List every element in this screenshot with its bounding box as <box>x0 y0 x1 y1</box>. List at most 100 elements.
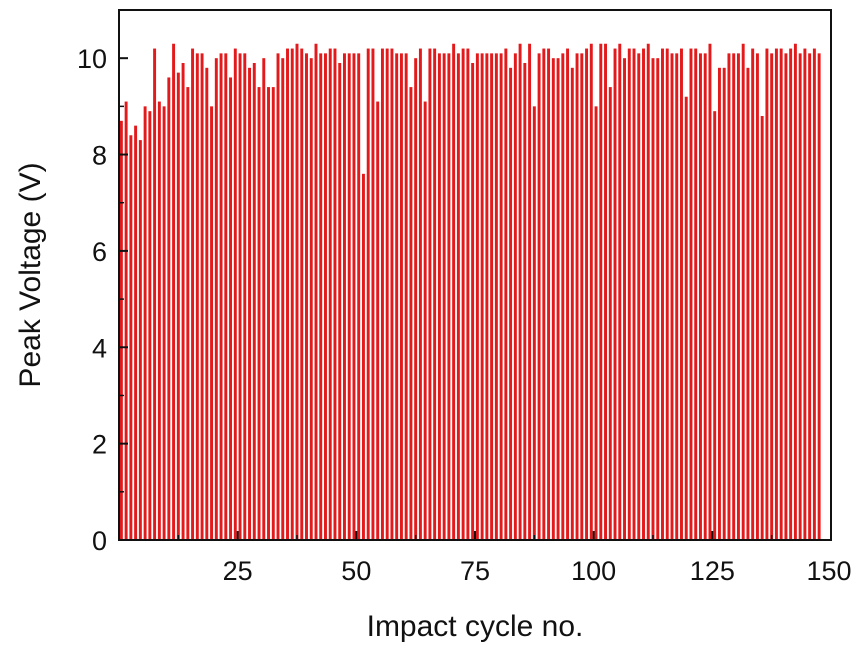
bar-51 <box>357 53 361 541</box>
x-tick-label: 25 <box>223 556 253 586</box>
bar-17 <box>195 53 199 541</box>
bar-62 <box>409 87 413 540</box>
bar-37 <box>290 48 294 541</box>
bar-25 <box>233 48 237 541</box>
bar-127 <box>717 67 721 540</box>
bar-42 <box>314 43 318 540</box>
bar-67 <box>433 48 437 541</box>
y-tick-label: 6 <box>92 237 107 267</box>
bar-77 <box>480 53 484 541</box>
bar-35 <box>281 58 285 541</box>
bar-40 <box>305 53 308 541</box>
bar-64 <box>418 48 422 541</box>
y-tick-label: 4 <box>92 333 107 363</box>
bar-85 <box>518 43 522 540</box>
bar-75 <box>471 63 475 540</box>
bar-38 <box>295 43 299 540</box>
bar-116 <box>665 48 669 541</box>
bar-113 <box>651 58 655 541</box>
bar-82 <box>504 48 508 541</box>
bar-97 <box>575 53 579 541</box>
bar-106 <box>618 43 622 540</box>
bar-144 <box>798 53 802 541</box>
bar-128 <box>722 67 726 540</box>
bar-119 <box>680 48 683 541</box>
y-tick-label: 10 <box>77 44 107 74</box>
x-axis: 25 50 75 100 125 150 <box>177 531 852 586</box>
bar-111 <box>642 48 645 541</box>
bar-12 <box>172 43 176 540</box>
x-tick-label: 100 <box>571 556 616 586</box>
bar-28 <box>248 67 251 540</box>
bar-26 <box>238 53 242 541</box>
bar-139 <box>774 48 778 541</box>
y-axis-title: Peak Voltage (V) <box>14 162 47 387</box>
bar-124 <box>703 53 707 541</box>
bar-27 <box>243 53 247 541</box>
bar-105 <box>613 48 617 541</box>
y-tick-label: 0 <box>92 526 107 556</box>
bar-31 <box>262 58 266 541</box>
bar-107 <box>623 58 626 541</box>
bar-118 <box>675 53 679 541</box>
bar-120 <box>684 96 688 540</box>
bar-148 <box>817 53 821 541</box>
bar-103 <box>604 43 607 540</box>
bar-1 <box>119 120 123 540</box>
bar-57 <box>385 48 389 541</box>
bar-76 <box>475 53 479 541</box>
bar-22 <box>219 53 223 541</box>
bar-94 <box>561 53 565 541</box>
bar-112 <box>646 43 650 540</box>
bar-54 <box>371 48 375 541</box>
bar-36 <box>286 48 289 541</box>
y-axis: 0 2 4 6 8 10 <box>77 44 128 556</box>
bar-133 <box>746 67 750 540</box>
bar-89 <box>537 53 541 541</box>
bar-78 <box>485 53 489 541</box>
bar-13 <box>176 72 180 540</box>
bar-109 <box>632 48 636 541</box>
bar-121 <box>689 48 693 541</box>
bar-15 <box>186 87 190 540</box>
bar-44 <box>324 53 327 541</box>
bar-8 <box>153 48 157 541</box>
bar-7 <box>148 111 152 541</box>
bar-115 <box>661 48 664 541</box>
bar-69 <box>442 53 446 541</box>
bar-91 <box>547 48 551 541</box>
bar-33 <box>271 87 275 540</box>
bar-73 <box>461 48 465 541</box>
bar-5 <box>138 140 142 540</box>
bar-56 <box>380 48 384 541</box>
bar-81 <box>499 53 503 541</box>
bar-108 <box>627 48 631 541</box>
bar-93 <box>556 58 560 541</box>
bar-20 <box>210 106 214 541</box>
bar-52 <box>361 173 365 540</box>
bar-10 <box>162 106 166 541</box>
bar-60 <box>399 53 403 541</box>
bar-141 <box>784 53 788 541</box>
bar-140 <box>779 48 783 541</box>
bar-129 <box>727 53 731 541</box>
bar-143 <box>793 43 797 540</box>
x-tick-label: 50 <box>341 556 371 586</box>
bar-11 <box>167 77 171 540</box>
bar-136 <box>760 116 764 540</box>
bar-145 <box>803 48 807 541</box>
bar-98 <box>580 53 584 541</box>
x-axis-title: Impact cycle no. <box>367 610 584 643</box>
bar-43 <box>319 53 323 541</box>
bar-146 <box>808 53 812 541</box>
bar-117 <box>670 53 674 541</box>
bar-48 <box>343 53 346 541</box>
bar-21 <box>214 58 218 541</box>
bar-79 <box>490 53 494 541</box>
bar-53 <box>366 48 370 541</box>
bar-86 <box>523 63 527 540</box>
bar-24 <box>229 77 233 540</box>
y-tick-label: 2 <box>92 430 107 460</box>
bar-46 <box>333 48 337 541</box>
